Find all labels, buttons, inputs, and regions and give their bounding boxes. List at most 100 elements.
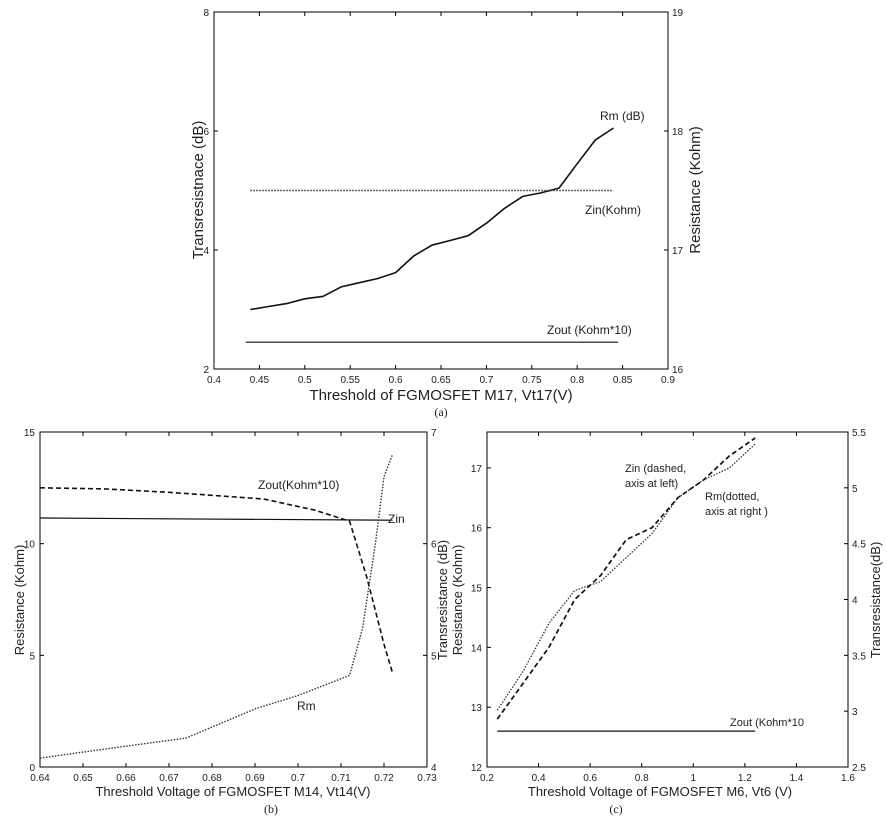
chart-a-y-tick-label-right: 19 [672,8,684,19]
chart-c-series-line-1 [496,443,756,711]
chart-b-x-tick-label: 0.68 [202,773,222,784]
chart-b-y-ticks-right: 4 5 6 7 [423,428,437,774]
chart-c-caption: (c) [609,802,622,816]
chart-a-annotation-zout: Zout (Kohm*10) [547,323,632,337]
chart-a-x-ticks: 0.4 0.45 0.5 0.55 0.6 0.65 0.7 0.75 0.8 0.85 0.9 [207,12,675,386]
chart-a-x-tick-label: 0.55 [340,375,360,386]
chart-c-y-tick-label-right: 2.5 [852,763,866,774]
chart-b-annotation-zin: Zin [388,512,405,526]
chart-a: 0.4 0.45 0.5 0.55 0.6 0.65 0.7 0.75 0.8 0.85 0.9 2… [190,8,704,419]
chart-a-y-axis-label-left: Transresistnace (dB) [190,121,207,260]
chart-b-caption: (b) [264,802,278,816]
chart-c-annotation-zin-1: Zin (dashed, [625,463,686,475]
chart-b-x-tick-label: 0.65 [73,773,93,784]
chart-b-y-tick-label-right: 7 [431,428,437,439]
chart-a-y-tick-label-right: 18 [672,127,684,138]
chart-b-x-tick-label: 0.73 [417,773,437,784]
chart-c-x-tick-label: 1.4 [789,773,803,784]
chart-a-y-tick-label-left: 4 [203,246,209,257]
chart-c-annotation-rm-1: Rm(dotted, [705,491,759,503]
chart-b-series-line-0 [39,487,394,674]
chart-b-y-tick-label-right: 4 [431,763,437,774]
chart-b-x-tick-label: 0.69 [245,773,265,784]
chart-c-series-group [496,437,756,732]
chart-c-x-tick-label: 1.6 [841,773,855,784]
chart-c-y-ticks-right: 2.5 3 3.5 4 4.5 5 5.5 [844,428,866,774]
chart-a-x-tick-label: 0.65 [431,375,451,386]
chart-a-y-tick-label-right: 16 [672,365,684,376]
chart-b-y-tick-label-left: 15 [24,428,36,439]
chart-b-x-tick-label: 0.67 [159,773,179,784]
chart-c-y-tick-label-left: 12 [471,763,483,774]
chart-b-series-group [39,454,394,759]
chart-c-y-ticks-left: 12 13 14 15 16 17 [471,464,491,774]
chart-b-x-tick-label: 0.66 [116,773,136,784]
chart-b-y-axis-label-left: Resistance (Kohm) [12,545,27,656]
chart-a-x-tick-label: 0.7 [479,375,493,386]
chart-c-x-tick-label: 1 [691,773,697,784]
chart-c-annotation-zin-2: axis at left) [625,478,678,490]
chart-c-y-axis-label-left: Resistance (Kohm) [450,545,465,656]
chart-a-x-tick-label: 0.6 [389,375,403,386]
chart-a-annotation-zin: Zin(Kohm) [585,203,641,217]
chart-a-x-tick-label: 0.9 [661,375,675,386]
chart-c-x-tick-label: 0.8 [635,773,649,784]
chart-c-annotation-zout: Zout (Kohm*10 [730,717,804,729]
chart-a-x-tick-label: 0.85 [613,375,633,386]
chart-b-y-ticks-left: 0 5 10 15 [24,428,44,774]
chart-b-x-tick-label: 0.71 [331,773,351,784]
chart-c-y-tick-label-right: 3 [852,707,858,718]
chart-c-y-tick-label-left: 17 [471,464,483,475]
chart-c-y-tick-label-right: 4.5 [852,540,866,551]
chart-c-annotation-rm-2: axis at right ) [705,506,768,518]
chart-a-caption: (a) [434,405,447,419]
chart-a-x-tick-label: 0.45 [250,375,270,386]
chart-c-y-tick-label-right: 5 [852,484,858,495]
chart-b: 0.64 0.65 0.66 0.67 0.68 0.69 0.7 0.71 0.72 0.73 … [12,428,437,816]
chart-a-series-line-0 [250,127,614,311]
chart-c-y-axis-label-right: Transresistance(dB) [868,542,883,659]
chart-c-x-tick-label: 0.6 [583,773,597,784]
chart-a-x-tick-label: 0.75 [522,375,542,386]
chart-a-plot-frame [213,11,669,370]
chart-c-x-tick-label: 1.2 [738,773,752,784]
chart-b-annotation-zout: Zout(Kohm*10) [258,478,339,492]
chart-c: 0.2 0.4 0.6 0.8 1 1.2 1.4 1.6 12 13 14 15 16 17 2.5 3… [435,428,883,816]
chart-b-series-line-2 [39,454,394,759]
chart-c-x-axis-label: Threshold Voltage of FGMOSFET M6, Vt6 (V… [528,784,792,799]
chart-a-x-tick-label: 0.4 [207,375,221,386]
chart-c-y-tick-label-right: 3.5 [852,651,866,662]
chart-c-y-tick-label-left: 15 [471,584,483,595]
chart-a-x-tick-label: 0.5 [298,375,312,386]
chart-c-x-tick-label: 0.4 [532,773,546,784]
chart-b-annotation-rm: Rm [297,699,316,713]
chart-b-x-tick-label: 0.7 [291,773,305,784]
chart-a-y-tick-label-left: 8 [203,8,209,19]
chart-a-series-group [245,127,619,343]
chart-c-y-tick-label-right: 5.5 [852,428,866,439]
chart-c-y-tick-label-left: 14 [471,643,483,654]
chart-c-plot-frame [486,431,849,768]
chart-a-x-tick-label: 0.8 [570,375,584,386]
chart-c-series-line-0 [496,437,756,720]
chart-c-y-axis-label-left-outer: Transresistance (dB) [435,540,450,660]
chart-c-y-tick-label-right: 4 [852,596,858,607]
chart-b-series-line-1 [39,517,393,521]
chart-a-x-axis-label: Threshold of FGMOSFET M17, Vt17(V) [309,387,572,404]
chart-a-y-tick-label-right: 17 [672,246,684,257]
chart-b-y-tick-label-right: 5 [431,651,437,662]
chart-b-y-tick-label-left: 5 [29,651,35,662]
chart-b-y-tick-label-right: 6 [431,540,437,551]
chart-a-y-tick-label-left: 6 [203,127,209,138]
chart-c-y-tick-label-left: 13 [471,703,483,714]
chart-b-x-axis-label: Threshold Voltage of FGMOSFET M14, Vt14(… [95,784,370,799]
chart-b-y-tick-label-left: 0 [29,763,35,774]
chart-b-x-ticks: 0.64 0.65 0.66 0.67 0.68 0.69 0.7 0.71 0.72 0.73 [30,432,437,784]
chart-a-y-axis-label-right: Resistance (Kohm) [687,126,704,254]
chart-a-y-ticks-right: 16 17 18 19 [664,8,684,376]
chart-b-y-tick-label-left: 10 [24,540,36,551]
chart-b-plot-frame [39,431,428,768]
chart-b-x-tick-label: 0.72 [374,773,394,784]
chart-c-x-tick-label: 0.2 [480,773,494,784]
